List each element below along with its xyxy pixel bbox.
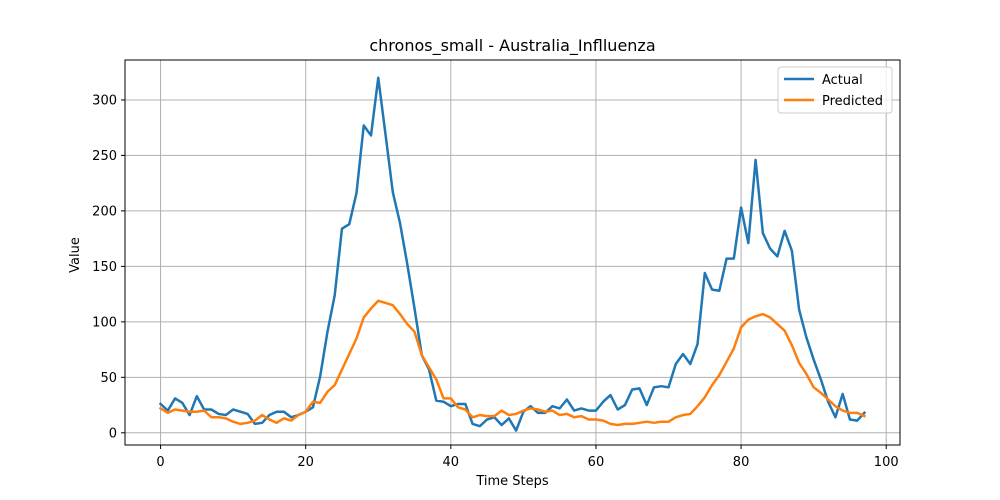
legend-entry-actual: Actual: [822, 73, 863, 88]
y-tick-label: 0: [109, 426, 117, 441]
x-tick-label: 0: [156, 455, 164, 470]
y-axis-label: Value: [68, 237, 83, 273]
y-tick-label: 300: [92, 93, 117, 108]
y-tick-label: 150: [92, 260, 117, 275]
ticks: 0 20 40 60 80 100 0 50 100 150 200 250 300: [92, 93, 898, 470]
x-tick-label: 60: [588, 455, 605, 470]
grid: [125, 60, 900, 445]
x-tick-label: 80: [733, 455, 750, 470]
y-tick-label: 200: [92, 204, 117, 219]
y-tick-label: 250: [92, 149, 117, 164]
x-tick-label: 100: [874, 455, 899, 470]
series-line-actual: [158, 76, 867, 432]
series-layer: [158, 76, 867, 432]
chart-title: chronos_small - Australia_Inflluenza: [369, 36, 655, 56]
plot-frame: [124, 59, 901, 446]
legend-entry-predicted: Predicted: [822, 94, 883, 109]
y-tick-label: 100: [92, 315, 117, 330]
legend: Actual Predicted: [777, 66, 893, 114]
series-line-predicted: [158, 299, 867, 427]
x-axis-label: Time Steps: [475, 474, 549, 489]
x-tick-label: 40: [443, 455, 460, 470]
x-tick-label: 20: [297, 455, 314, 470]
y-tick-label: 50: [100, 371, 117, 386]
